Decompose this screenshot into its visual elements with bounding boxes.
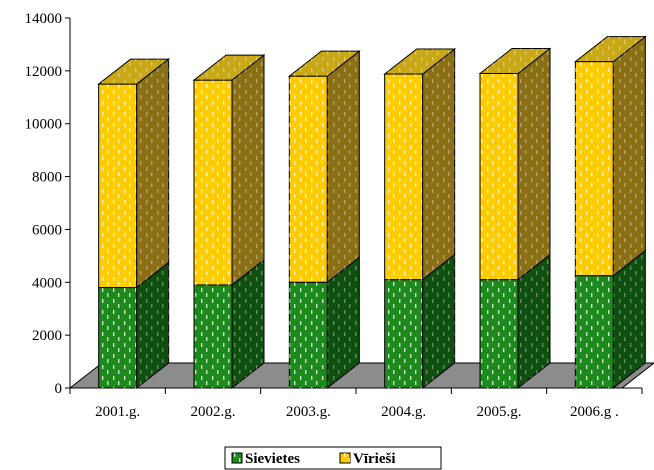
bar-series0-4 [479,253,551,390]
bar-top-pattern [194,55,264,81]
bar-series0-1 [193,258,265,390]
bar-top-pattern [98,59,169,85]
bar-side-pattern [518,254,550,388]
y-tick-label: 4000 [32,275,62,291]
y-axis: 0 2000 4000 6000 8000 10000 12000 14000 [25,11,643,397]
bar-side-pattern [422,254,455,388]
legend-label: Sievietes [245,451,300,467]
bar-series0-0 [98,261,170,390]
legend-swatch-pattern [232,453,242,463]
bar-top-pattern [575,36,646,62]
bar-front-pattern [289,282,328,388]
y-tick-label: 8000 [32,170,62,186]
bar-top-pattern [480,48,550,74]
bar-series0-2 [288,256,360,390]
bar-front-pattern [194,80,232,285]
y-tick-label: 2000 [32,328,62,344]
legend: Sievietes Vīrieši [224,446,442,470]
bars [97,35,647,390]
bar-side-pattern [422,49,455,280]
bar-side-pattern [327,257,360,388]
bar-front-pattern [575,61,614,276]
bar-series1-3 [383,48,457,281]
bar-front-pattern [480,73,518,280]
legend-box [224,446,442,470]
bar-front-pattern [98,84,137,288]
bar-front-pattern [384,74,423,280]
bar-series1-5 [573,35,647,277]
bar-side-pattern [136,59,169,288]
x-category-label: 2002.g. [191,404,236,420]
bar-front-pattern [289,76,328,283]
bar-front-pattern [575,275,614,388]
bar-side-pattern [232,55,264,285]
y-tick-label: 6000 [32,222,62,238]
y-tick-label: 14000 [25,11,63,27]
y-tick-label: 0 [55,381,63,397]
bar-series1-2 [287,50,361,284]
bar-series1-1 [192,54,266,286]
bar-series1-0 [97,58,171,289]
y-tick-label: 10000 [25,117,63,133]
bar-series0-3 [384,253,456,390]
x-category-label: 2004.g. [381,404,426,420]
x-category-label: 2003.g. [286,404,331,420]
bar-front-pattern [480,279,518,388]
legend-label: Vīrieši [353,451,396,467]
legend-swatch-pattern [340,453,350,463]
x-axis-labels: 2001.g. 2002.g. 2003.g. 2004.g. 2005.g. 2006.… [95,404,619,420]
bar-side-pattern [136,262,169,388]
bar-side-pattern [613,250,646,388]
bar-side-pattern [613,36,646,276]
y-tick-label: 12000 [25,64,63,80]
bar-top-pattern [384,49,455,75]
bar-front-pattern [384,279,423,388]
bar-side-pattern [327,51,360,283]
bar-front-pattern [194,284,232,388]
x-category-label: 2005.g. [477,404,522,420]
x-category-label: 2006.g . [570,404,619,420]
bar-side-pattern [232,259,264,388]
x-category-label: 2001.g. [95,404,140,420]
bar-top-pattern [289,51,360,77]
bar-series1-4 [478,47,552,281]
bar-side-pattern [518,48,550,280]
bar-front-pattern [98,287,137,388]
